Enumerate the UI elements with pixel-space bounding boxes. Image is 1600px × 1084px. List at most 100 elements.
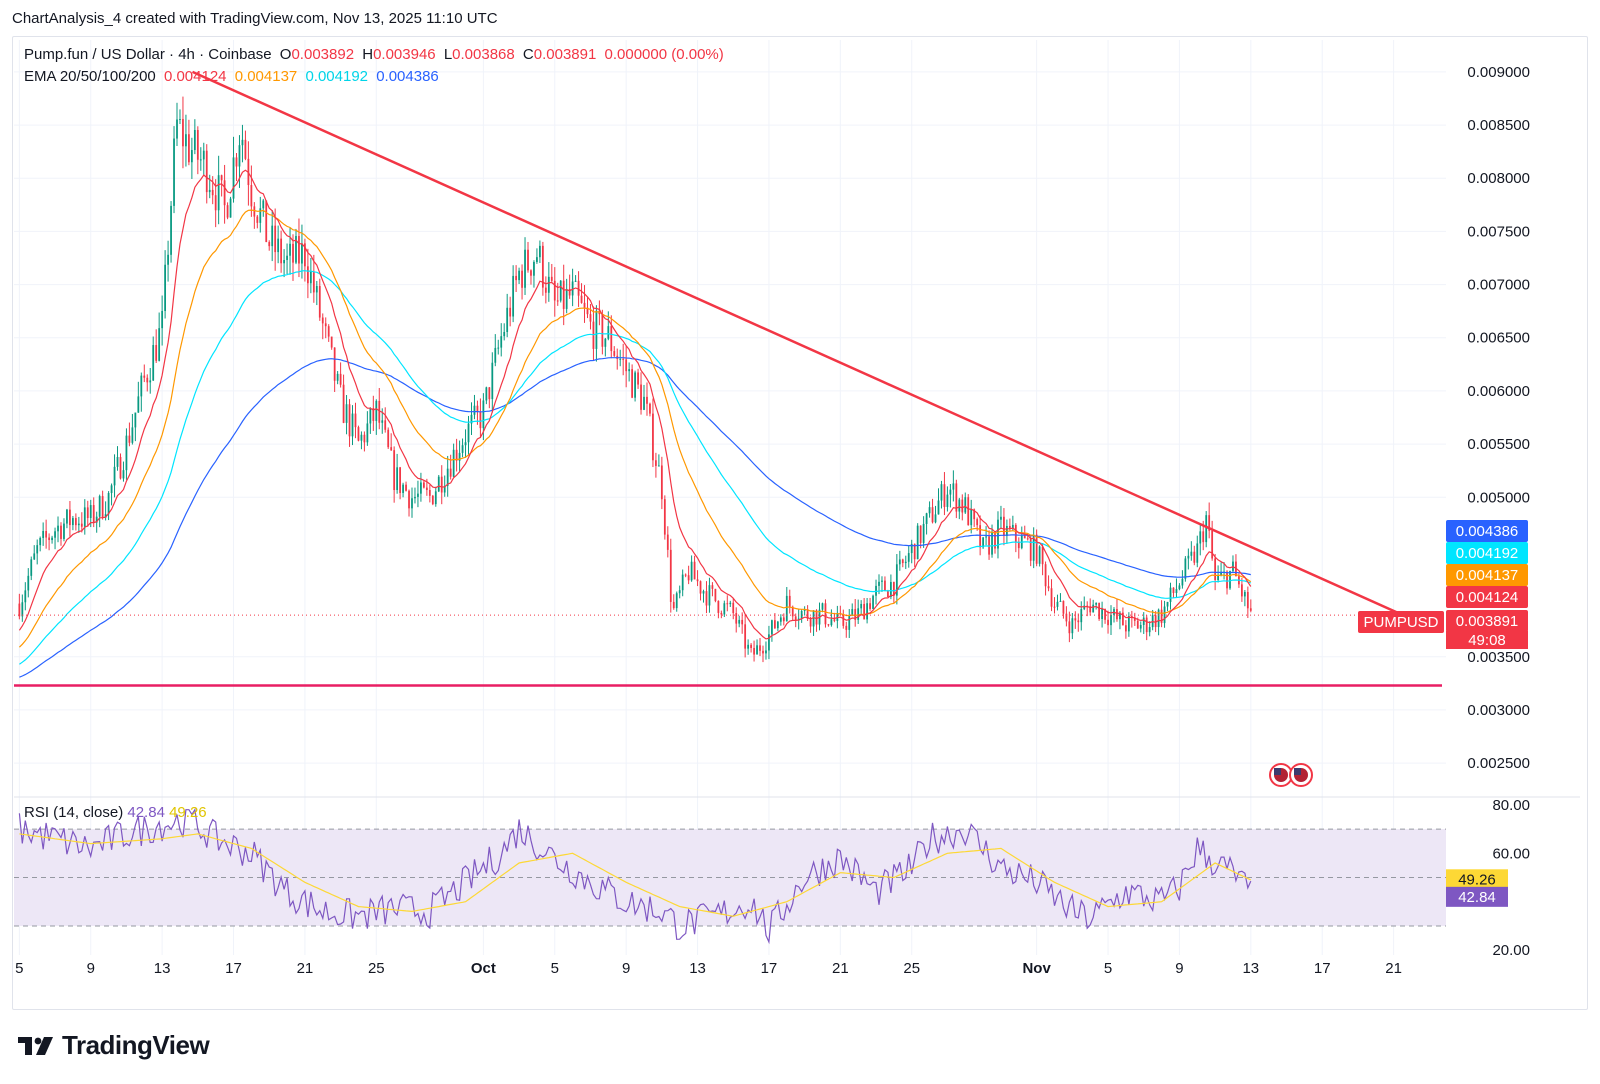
date-axis-tick: 21 (1385, 960, 1402, 977)
tradingview-logo[interactable]: TradingView (16, 1030, 210, 1061)
candle-body (185, 134, 187, 147)
candle-body (1166, 601, 1169, 607)
candle-body (69, 509, 71, 526)
date-axis-tick: 9 (87, 960, 95, 977)
candle-body (327, 326, 330, 337)
candle-body (77, 523, 80, 526)
candle-body (256, 216, 259, 223)
candle-body (86, 507, 89, 519)
candle-body (1104, 609, 1106, 620)
chart-frame (12, 36, 1588, 1010)
candle-body (866, 603, 868, 620)
candle-body (1101, 609, 1103, 619)
candle-body (33, 553, 36, 560)
candle-body (518, 270, 520, 281)
candle-body (1056, 601, 1059, 607)
price-label-text: 0.003891 (1456, 613, 1519, 630)
candle-body (396, 467, 399, 491)
candle-body (800, 610, 803, 619)
candle-body (384, 420, 387, 430)
ema-legend-label[interactable]: EMA 20/50/100/200 (24, 68, 156, 85)
candle-body (1053, 606, 1056, 608)
candle-body (30, 559, 33, 576)
candle-body (878, 581, 880, 586)
legend-symbol[interactable]: Pump.fun / US Dollar · 4h · Coinbase (24, 46, 272, 63)
candle-body (1023, 535, 1026, 539)
candle-body (687, 575, 690, 581)
legend-high-label: H (362, 46, 374, 63)
rsi-axis-tick: 20.00 (1492, 942, 1530, 959)
candle-body (773, 620, 776, 629)
candle-body (887, 590, 889, 597)
candle-body (1011, 524, 1014, 529)
rsi-legend-label[interactable]: RSI (14, close) (24, 804, 124, 821)
price-label-box (1446, 542, 1528, 564)
candle-body (1139, 624, 1142, 629)
candle-body (1119, 612, 1121, 620)
candle-body (1044, 564, 1047, 587)
candle-body (652, 413, 654, 461)
candle-body (473, 405, 476, 415)
candle-body (738, 619, 741, 624)
candle-body (646, 396, 648, 404)
candle-body (515, 275, 517, 281)
candle-body (717, 600, 720, 613)
candle-body (782, 617, 785, 622)
candle-body (54, 531, 56, 538)
candle-body (188, 134, 190, 163)
candle-body (354, 413, 357, 428)
legend-low-value: 0.003868 (452, 46, 515, 63)
candle-body (577, 280, 580, 296)
candle-body (756, 645, 758, 655)
candle-body (901, 559, 904, 564)
candle-body (271, 225, 274, 247)
price-legend: Pump.fun / US Dollar · 4h · Coinbase O0.… (24, 46, 728, 63)
candle-body (1145, 617, 1148, 633)
candle-body (458, 452, 461, 461)
candle-body (949, 489, 952, 495)
date-axis-tick: 5 (551, 960, 559, 977)
candle-body (482, 400, 485, 429)
price-label-text: 0.004124 (1456, 589, 1519, 606)
candle-body (1127, 616, 1130, 632)
candle-body (696, 579, 699, 582)
candle-body (607, 326, 610, 339)
candle-body (544, 287, 547, 293)
date-axis-tick: 17 (761, 960, 778, 977)
candle-body (1246, 591, 1249, 609)
candle-body (672, 601, 675, 609)
candle-body (205, 150, 208, 193)
rsi-ma-line (19, 833, 1252, 917)
candle-body (155, 345, 158, 361)
candle-body (211, 189, 214, 196)
candle-body (39, 537, 42, 546)
candle-body (497, 347, 500, 349)
candle-body (268, 242, 271, 247)
date-axis-tick: 13 (1242, 960, 1259, 977)
candle-body (259, 208, 262, 223)
candle-body (699, 581, 702, 594)
candle-body (357, 427, 360, 441)
legend-open-value: 0.003892 (291, 46, 355, 63)
candle-body (845, 625, 848, 630)
candle-body (556, 300, 559, 302)
price-axis-tick: 0.006500 (1467, 330, 1530, 347)
candle-body (779, 617, 782, 622)
legend-low-label: L (443, 46, 453, 63)
candle-body (229, 198, 232, 218)
candle-body (164, 264, 166, 311)
ema200-line (19, 357, 1251, 678)
candle-body (536, 257, 538, 262)
candle-body (1077, 620, 1080, 623)
candle-body (72, 518, 74, 526)
candle-body (1017, 541, 1020, 549)
candle-body (809, 618, 812, 627)
candle-body (1083, 605, 1086, 610)
candle-body (586, 307, 589, 315)
date-axis-tick: 9 (622, 960, 630, 977)
candle-body (943, 484, 946, 507)
candle-body (827, 624, 830, 626)
candle-body (167, 254, 169, 265)
candle-body (107, 493, 110, 515)
